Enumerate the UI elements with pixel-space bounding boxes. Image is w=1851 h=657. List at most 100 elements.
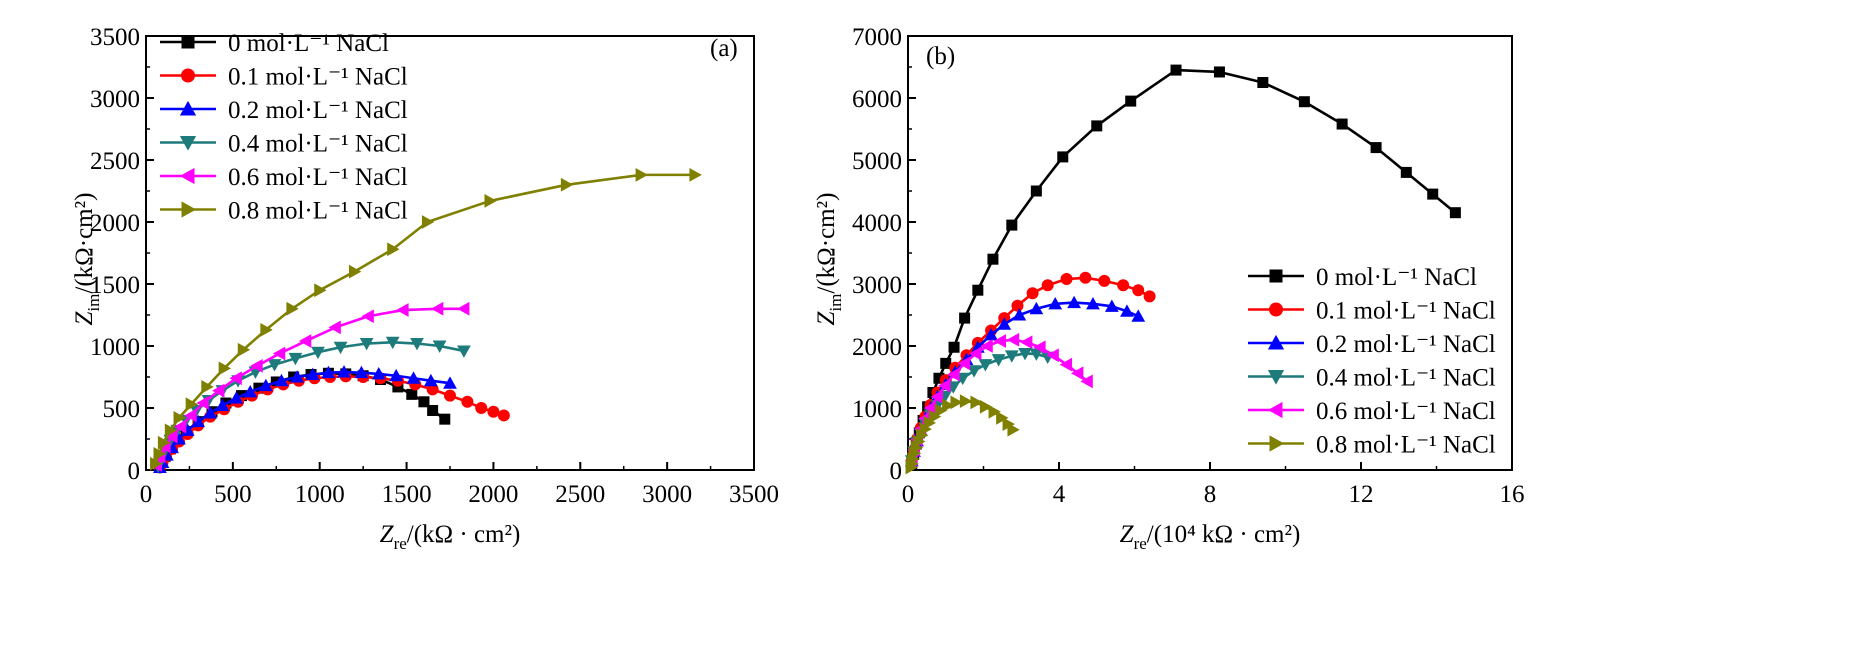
data-point [972,284,984,296]
y-axis-title: Zim/(kΩ·cm²) [813,193,845,326]
data-point [987,253,999,265]
data-point [215,398,230,412]
data-point [389,368,404,382]
data-point [424,373,438,387]
data-point [258,378,273,392]
data-point [457,301,470,316]
x-tick-label: 2000 [468,481,518,508]
data-point [185,397,199,412]
legend-label: 0.2 mol·L⁻¹ NaCl [1316,331,1496,358]
data-point [311,346,325,360]
data-point [938,378,951,393]
data-point [427,404,439,416]
series-4 [149,301,470,472]
data-point [406,388,418,400]
data-point [157,435,171,450]
legend-marker [1269,435,1285,452]
data-point [203,406,218,419]
data-point [1060,273,1073,286]
x-tick-label: 1000 [295,481,345,508]
data-point [979,399,993,414]
data-point [1213,66,1225,78]
data-point [969,346,982,361]
legend-label: 0 mol·L⁻¹ NaCl [228,30,389,57]
y-tick-label: 3000 [852,272,902,299]
data-point [392,381,404,393]
data-point [272,346,286,361]
x-tick-label: 8 [1204,481,1217,508]
panel-label: (b) [926,43,955,70]
data-point [1117,279,1130,292]
data-point [1086,296,1100,310]
legend-marker [179,167,195,185]
legend-label: 0.6 mol·L⁻¹ NaCl [228,164,408,191]
y-tick-label: 1500 [90,272,140,299]
data-point [916,428,929,443]
data-point [1006,219,1018,231]
y-tick-label: 1000 [852,396,902,423]
data-point [165,429,178,444]
data-point [444,389,456,402]
data-point [1029,348,1044,361]
y-axis-title: Zim/(kΩ·cm²) [71,193,103,326]
data-point [984,327,998,341]
data-point [286,301,299,316]
data-point [328,320,341,335]
data-point [497,409,510,422]
data-point [396,303,409,317]
data-point [560,177,574,192]
x-axis-title: Zre/(kΩ · cm²) [380,521,521,553]
data-point [201,380,214,394]
chart-panel-b: 0 4 8 12 16 0 1000 2000 3000 4000 5000 6000 7000 Zre/… [813,24,1525,553]
data-point [1033,340,1046,355]
data-point [229,371,242,386]
data-point [418,396,430,408]
data-point [354,365,369,379]
data-point [1098,274,1111,287]
data-point [184,408,197,423]
data-point [298,334,312,348]
data-point [923,401,937,415]
data-point [967,365,981,378]
x-axis-title: Zre/(10⁴ kΩ · cm²) [1120,521,1301,553]
data-point [991,354,1006,367]
data-point [934,403,948,418]
data-point [337,365,351,378]
y-tick-label: 5000 [852,148,902,175]
data-point [1041,279,1054,292]
x-tick-label: 0 [140,481,153,508]
x-tick-label: 3000 [642,481,692,508]
data-point [426,383,439,396]
legend-label: 0.6 mol·L⁻¹ NaCl [1316,398,1496,425]
data-point [484,194,497,208]
data-point [957,356,971,371]
data-point [191,414,205,428]
data-point [173,419,187,434]
data-point [333,341,348,355]
x-tick-label: 12 [1349,481,1374,508]
legend-label: 0.4 mol·L⁻¹ NaCl [228,131,408,158]
data-point [940,357,952,369]
data-point [1079,271,1092,284]
data-point [1012,308,1027,321]
legend: 0 mol·L⁻¹ NaCl 0.1 mol·L⁻¹ NaCl 0.2 mol·L⁻… [160,30,408,225]
data-point [1298,96,1310,108]
y-tick-label: 3000 [90,86,140,113]
data-point [1020,335,1033,350]
y-tick-label: 2500 [90,148,140,175]
data-point [410,338,424,351]
data-point [1046,348,1059,363]
legend-label: 0.4 mol·L⁻¹ NaCl [1316,365,1496,392]
legend-marker [179,136,197,151]
data-point [1370,142,1382,154]
data-point [290,370,305,383]
data-point [487,405,500,418]
data-point [993,334,1006,348]
data-point [997,317,1012,330]
data-point [1030,185,1042,197]
y-tick-label: 500 [103,396,141,423]
data-point [1091,120,1103,132]
panel-label: (a) [710,35,738,62]
data-point [930,389,943,404]
